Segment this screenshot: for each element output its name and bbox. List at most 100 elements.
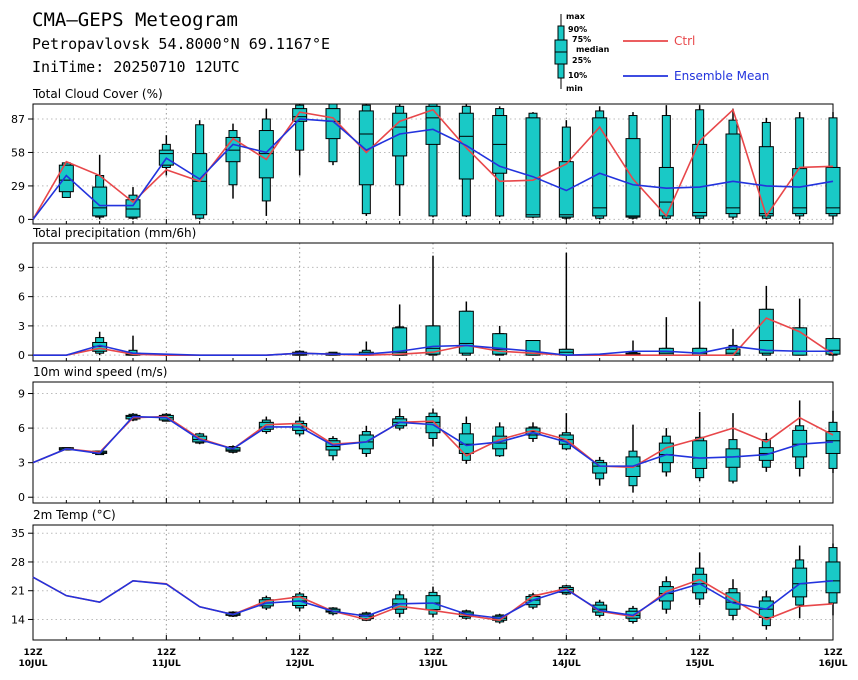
box-3-18: [825, 543, 841, 616]
box-0-1: [92, 154, 108, 220]
y-tick-label-1-2: 6: [18, 291, 25, 304]
legend-label-2: 75%: [572, 35, 591, 44]
legend-label-3: median: [576, 45, 610, 54]
y-tick-label-2-1: 3: [18, 457, 25, 470]
box-0-17: [625, 112, 641, 220]
legend-ctrl-label: Ctrl: [674, 34, 695, 48]
chart-title: CMA—GEPS Meteogram: [32, 9, 238, 31]
box-inner: [692, 440, 708, 469]
box-2-10: [392, 408, 408, 431]
box-0-15: [558, 120, 574, 220]
panel-title-1: Total precipitation (mm/6h): [32, 226, 196, 240]
box-inner: [58, 164, 74, 193]
mean-line-0: [32, 118, 834, 220]
box-0-11: [425, 103, 441, 218]
box-1-12: [658, 317, 674, 356]
box-1-10: [558, 252, 574, 356]
x-label-date-2: 12JUL: [285, 659, 314, 669]
y-tick-label-1-3: 9: [18, 261, 25, 274]
box-inner: [725, 448, 741, 468]
y-tick-label-1-1: 3: [18, 320, 25, 333]
box-0-4: [192, 120, 208, 220]
box-inner: [558, 161, 574, 218]
legend-box-glyph: [554, 14, 568, 89]
panel-0: Total Cloud Cover (%) 0 29 58 87: [11, 87, 841, 226]
panel-title-0: Total Cloud Cover (%): [32, 87, 163, 101]
box-3-17: [792, 545, 808, 619]
x-label-date-3: 13JUL: [419, 659, 448, 669]
box-0-22: [792, 112, 808, 220]
ctrl-line-0: [32, 108, 834, 220]
box-3-16: [758, 590, 774, 630]
box-outer: [428, 103, 438, 217]
x-label-hour-4: 12Z: [557, 648, 577, 658]
box-inner: [358, 110, 374, 186]
legend: max 90%75%median 25% 10% min Ctrl Ensemble M…: [554, 12, 769, 93]
box-0-13: [492, 106, 508, 218]
box-inner: [758, 146, 774, 217]
panel-3: 2m Temp (°C) 14 21 28 35: [11, 508, 841, 641]
box-0-5: [225, 123, 241, 199]
x-axis-labels: 12Z10JUL12Z11JUL12Z12JUL12Z13JUL12Z14JUL…: [19, 648, 848, 669]
box-inner: [425, 105, 441, 145]
box-0-19: [692, 105, 708, 220]
box-inner: [425, 325, 441, 355]
box-1-14: [725, 328, 741, 356]
box-outer: [295, 104, 305, 151]
box-inner: [592, 117, 608, 217]
box-0-21: [758, 117, 774, 220]
box-inner: [592, 462, 608, 474]
y-tick-label-2-2: 6: [18, 422, 25, 435]
box-inner: [458, 433, 474, 454]
y-tick-label-0-0: 0: [18, 213, 25, 226]
y-tick-label-3-0: 14: [11, 613, 25, 626]
box-0-18: [658, 105, 674, 220]
box-inner: [258, 421, 274, 430]
init-time-label: IniTime: 20250710 12UTC: [32, 58, 240, 76]
box-inner: [825, 561, 841, 594]
box-1-17: [825, 337, 841, 356]
panel-title-2: 10m wind speed (m/s): [33, 365, 167, 379]
legend-label-4: 25%: [572, 56, 591, 65]
box-1-11: [625, 340, 641, 356]
legend-box-labels: max 90%75%median 25% 10% min: [566, 12, 610, 93]
box-0-6: [258, 108, 274, 216]
x-label-date-1: 11JUL: [152, 659, 181, 669]
y-tick-label-3-1: 21: [11, 585, 25, 598]
box-inner: [392, 327, 408, 356]
x-label-hour-6: 12Z: [823, 648, 843, 658]
box-2-19: [692, 411, 708, 482]
x-label-hour-0: 12Z: [23, 648, 43, 658]
box-1-16: [792, 298, 808, 356]
box-1-5: [392, 304, 408, 356]
x-label-hour-1: 12Z: [157, 648, 177, 658]
ctrl-line-1: [33, 317, 834, 356]
box-3-11: [592, 599, 608, 618]
box-2-12: [458, 416, 474, 464]
legend-mean-label: Ensemble Mean: [674, 69, 769, 83]
legend-label-6: min: [566, 84, 583, 93]
box-1-13: [692, 301, 708, 356]
box-inner: [92, 186, 108, 217]
x-label-hour-2: 12Z: [290, 648, 310, 658]
box-0-9: [358, 104, 374, 216]
box-2-18: [658, 428, 674, 477]
panel-title-3: 2m Temp (°C): [33, 508, 116, 522]
box-1-0: [92, 331, 108, 356]
box-inner: [692, 143, 708, 217]
box-inner: [458, 310, 474, 354]
box-inner: [658, 166, 674, 217]
y-tick-label-0-2: 58: [11, 146, 25, 159]
mean-line-2: [32, 415, 834, 467]
mean-line-1: [33, 344, 833, 356]
box-2-8: [325, 436, 341, 461]
box-inner: [792, 567, 808, 598]
box-inner: [258, 130, 274, 179]
box-0-7: [292, 104, 308, 176]
legend-label-0: max: [566, 12, 586, 21]
x-label-date-5: 15JUL: [685, 659, 714, 669]
y-tick-label-3-2: 28: [11, 556, 25, 569]
y-tick-label-1-0: 0: [18, 349, 25, 362]
box-1-15: [758, 285, 774, 356]
x-label-date-6: 16JUL: [819, 659, 848, 669]
